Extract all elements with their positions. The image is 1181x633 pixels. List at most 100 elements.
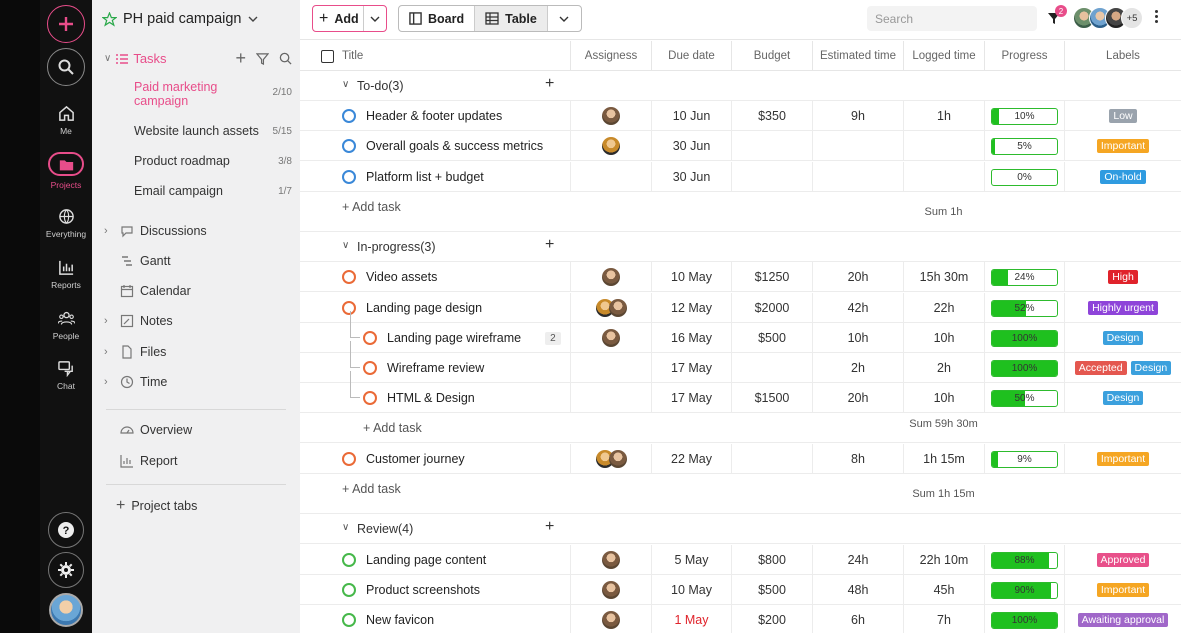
task-row[interactable]: HTML & Design 17 May $1500 20h 10h 50% Design: [300, 371, 1181, 413]
status-circle-icon[interactable]: [342, 270, 356, 284]
logged-time-cell[interactable]: 1h: [903, 101, 984, 131]
task-row[interactable]: Wireframe review 17 May 2h 2h 100% Accepted De…: [300, 341, 1181, 383]
logged-time-cell[interactable]: 1h 15m: [903, 444, 984, 474]
assignee-cell[interactable]: [570, 444, 651, 474]
sidebar-item-files[interactable]: › Files: [104, 345, 166, 359]
task-title-cell[interactable]: Platform list + budget: [342, 162, 484, 192]
task-title-cell[interactable]: New favicon: [342, 605, 434, 633]
nav-people[interactable]: People: [40, 310, 92, 341]
project-item[interactable]: Website launch assets 5/15: [134, 124, 292, 138]
task-row[interactable]: Landing page design 12 May $2000 42h 22h 52% H…: [300, 293, 1181, 323]
progress-cell[interactable]: 100%: [984, 605, 1064, 633]
assignee-cell[interactable]: [570, 545, 651, 575]
status-circle-icon[interactable]: [363, 331, 377, 345]
budget-cell[interactable]: $500: [731, 323, 812, 353]
budget-cell[interactable]: $1500: [731, 383, 812, 413]
task-title-cell[interactable]: Video assets: [342, 262, 437, 292]
create-button[interactable]: [47, 5, 85, 43]
chevron-down-icon[interactable]: ∨: [342, 240, 350, 251]
label-tag[interactable]: High: [1108, 270, 1138, 284]
labels-cell[interactable]: Important: [1064, 444, 1181, 474]
task-row[interactable]: Landing page wireframe 2 16 May $500 10h 10h 1…: [300, 311, 1181, 353]
group-header[interactable]: ∨ To-do(3) +: [300, 71, 1181, 101]
budget-cell[interactable]: [731, 131, 812, 161]
budget-cell[interactable]: $1250: [731, 262, 812, 292]
labels-cell[interactable]: Awaiting approval: [1064, 605, 1181, 633]
budget-cell[interactable]: $2000: [731, 293, 812, 323]
status-circle-icon[interactable]: [342, 583, 356, 597]
label-tag[interactable]: Important: [1096, 583, 1150, 597]
task-title-cell[interactable]: Wireframe review: [363, 353, 484, 383]
task-row[interactable]: Customer journey 22 May 8h 1h 15m 9% Importan…: [300, 444, 1181, 474]
estimated-time-cell[interactable]: [812, 131, 903, 161]
estimated-time-cell[interactable]: 48h: [812, 575, 903, 605]
label-tag[interactable]: On-hold: [1100, 170, 1146, 184]
status-circle-icon[interactable]: [342, 613, 356, 627]
project-item[interactable]: Paid marketing campaign 2/10: [134, 80, 292, 108]
project-item[interactable]: Product roadmap 3/8: [134, 154, 292, 168]
estimated-time-cell[interactable]: [812, 162, 903, 192]
task-title-cell[interactable]: Landing page wireframe 2: [363, 323, 561, 353]
progress-cell[interactable]: 10%: [984, 101, 1064, 131]
label-tag[interactable]: Awaiting approval: [1077, 613, 1169, 627]
board-view-button[interactable]: Board: [399, 6, 476, 31]
progress-cell[interactable]: 90%: [984, 575, 1064, 605]
add-dropdown[interactable]: [363, 6, 386, 31]
add-task-icon[interactable]: +: [545, 518, 555, 535]
chevron-down-icon[interactable]: ∨: [342, 522, 350, 533]
add-task-button[interactable]: + Add task: [342, 200, 401, 214]
labels-cell[interactable]: Important: [1064, 575, 1181, 605]
assignee-cell[interactable]: [570, 162, 651, 192]
due-date-cell[interactable]: 12 May: [651, 293, 731, 323]
estimated-time-cell[interactable]: 9h: [812, 101, 903, 131]
nav-chat[interactable]: Chat: [40, 360, 92, 391]
task-row[interactable]: New favicon 1 May $200 6h 7h 100% Awaiting app…: [300, 605, 1181, 633]
task-title-cell[interactable]: Landing page content: [342, 545, 486, 575]
labels-cell[interactable]: Important: [1064, 131, 1181, 161]
assignee-cell[interactable]: [570, 383, 651, 413]
labels-cell[interactable]: Highly urgent: [1064, 293, 1181, 323]
task-title-cell[interactable]: HTML & Design: [363, 383, 475, 413]
status-circle-icon[interactable]: [342, 109, 356, 123]
progress-cell[interactable]: 9%: [984, 444, 1064, 474]
logged-time-cell[interactable]: 10h: [903, 383, 984, 413]
task-title-cell[interactable]: Customer journey: [342, 444, 465, 474]
more-options-icon[interactable]: [1155, 10, 1158, 23]
nav-everything[interactable]: Everything: [40, 208, 92, 239]
task-title-cell[interactable]: Overall goals & success metrics: [342, 131, 543, 161]
logged-time-cell[interactable]: 22h 10m: [903, 545, 984, 575]
add-button[interactable]: + Add: [312, 5, 387, 32]
label-tag[interactable]: Highly urgent: [1088, 301, 1158, 315]
status-circle-icon[interactable]: [363, 391, 377, 405]
progress-cell[interactable]: 52%: [984, 293, 1064, 323]
progress-cell[interactable]: 24%: [984, 262, 1064, 292]
due-date-cell[interactable]: 5 May: [651, 545, 731, 575]
due-date-cell[interactable]: 10 May: [651, 575, 731, 605]
sidebar-item-time[interactable]: › Time: [104, 375, 167, 389]
sidebar-item-overview[interactable]: Overview: [104, 423, 192, 437]
budget-cell[interactable]: [731, 444, 812, 474]
budget-cell[interactable]: [731, 162, 812, 192]
estimated-time-cell[interactable]: 42h: [812, 293, 903, 323]
add-task-button[interactable]: + Add task: [363, 421, 422, 435]
due-date-cell[interactable]: 10 May: [651, 262, 731, 292]
logged-time-cell[interactable]: 45h: [903, 575, 984, 605]
task-row[interactable]: Video assets 10 May $1250 20h 15h 30m 24% High: [300, 262, 1181, 292]
status-circle-icon[interactable]: [342, 139, 356, 153]
labels-cell[interactable]: Design: [1064, 383, 1181, 413]
help-button[interactable]: ?: [48, 512, 84, 548]
filter-button[interactable]: 2: [1047, 5, 1067, 30]
progress-cell[interactable]: 100%: [984, 323, 1064, 353]
label-tag[interactable]: Design: [1102, 331, 1144, 345]
progress-cell[interactable]: 0%: [984, 162, 1064, 192]
labels-cell[interactable]: On-hold: [1064, 162, 1181, 192]
labels-cell[interactable]: High: [1064, 262, 1181, 292]
table-view-button[interactable]: Table: [475, 6, 548, 31]
logged-time-cell[interactable]: 2h: [903, 353, 984, 383]
column-header-due-date[interactable]: Due date: [651, 41, 731, 70]
logged-time-cell[interactable]: 10h: [903, 323, 984, 353]
labels-cell[interactable]: Approved: [1064, 545, 1181, 575]
column-header-assignees[interactable]: Assigness: [570, 41, 651, 70]
logged-time-cell[interactable]: 15h 30m: [903, 262, 984, 292]
estimated-time-cell[interactable]: 8h: [812, 444, 903, 474]
